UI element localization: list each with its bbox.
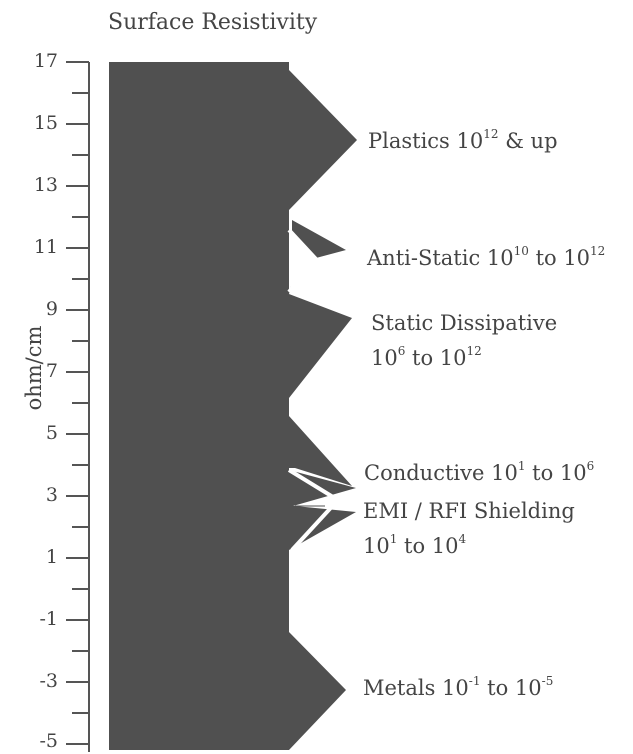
tick-label: 1 — [45, 546, 58, 568]
separator-antistatic — [287, 228, 318, 294]
diagram-title: Surface Resistivity — [108, 10, 318, 35]
resistivity-band-shape — [109, 62, 357, 750]
tick-label: 7 — [45, 360, 58, 382]
category-line: EMI / RFI Shielding — [363, 499, 575, 523]
tick-label: 15 — [33, 112, 58, 134]
band-separators — [287, 228, 342, 552]
tick-label: -3 — [39, 670, 58, 692]
category-line: Static Dissipative — [371, 311, 558, 335]
category-static-dissipative: Static Dissipative 106 to 1012 — [371, 306, 557, 375]
tick-label: -1 — [39, 608, 58, 630]
tick-label: -5 — [39, 730, 58, 752]
category-line: 106 to 1012 — [371, 343, 482, 370]
category-anti-static: Anti-Static 1010 to 1012 — [367, 244, 606, 270]
tick-label: 17 — [33, 50, 58, 72]
category-emi-rfi: EMI / RFI Shielding 101 to 104 — [363, 494, 575, 563]
tick-label: 5 — [45, 422, 58, 444]
tick-label: 9 — [45, 298, 58, 320]
category-plastics: Plastics 1012 & up — [368, 127, 558, 153]
tick-label: 3 — [45, 484, 58, 506]
separator-emi — [287, 468, 342, 552]
category-metals: Metals 10-1 to 10-5 — [363, 674, 554, 700]
category-line: 101 to 104 — [363, 531, 467, 558]
tick-label: 13 — [33, 174, 58, 196]
category-conductive: Conductive 101 to 106 — [364, 459, 595, 485]
axis-ticks — [66, 61, 89, 745]
tick-label: 11 — [33, 236, 58, 258]
